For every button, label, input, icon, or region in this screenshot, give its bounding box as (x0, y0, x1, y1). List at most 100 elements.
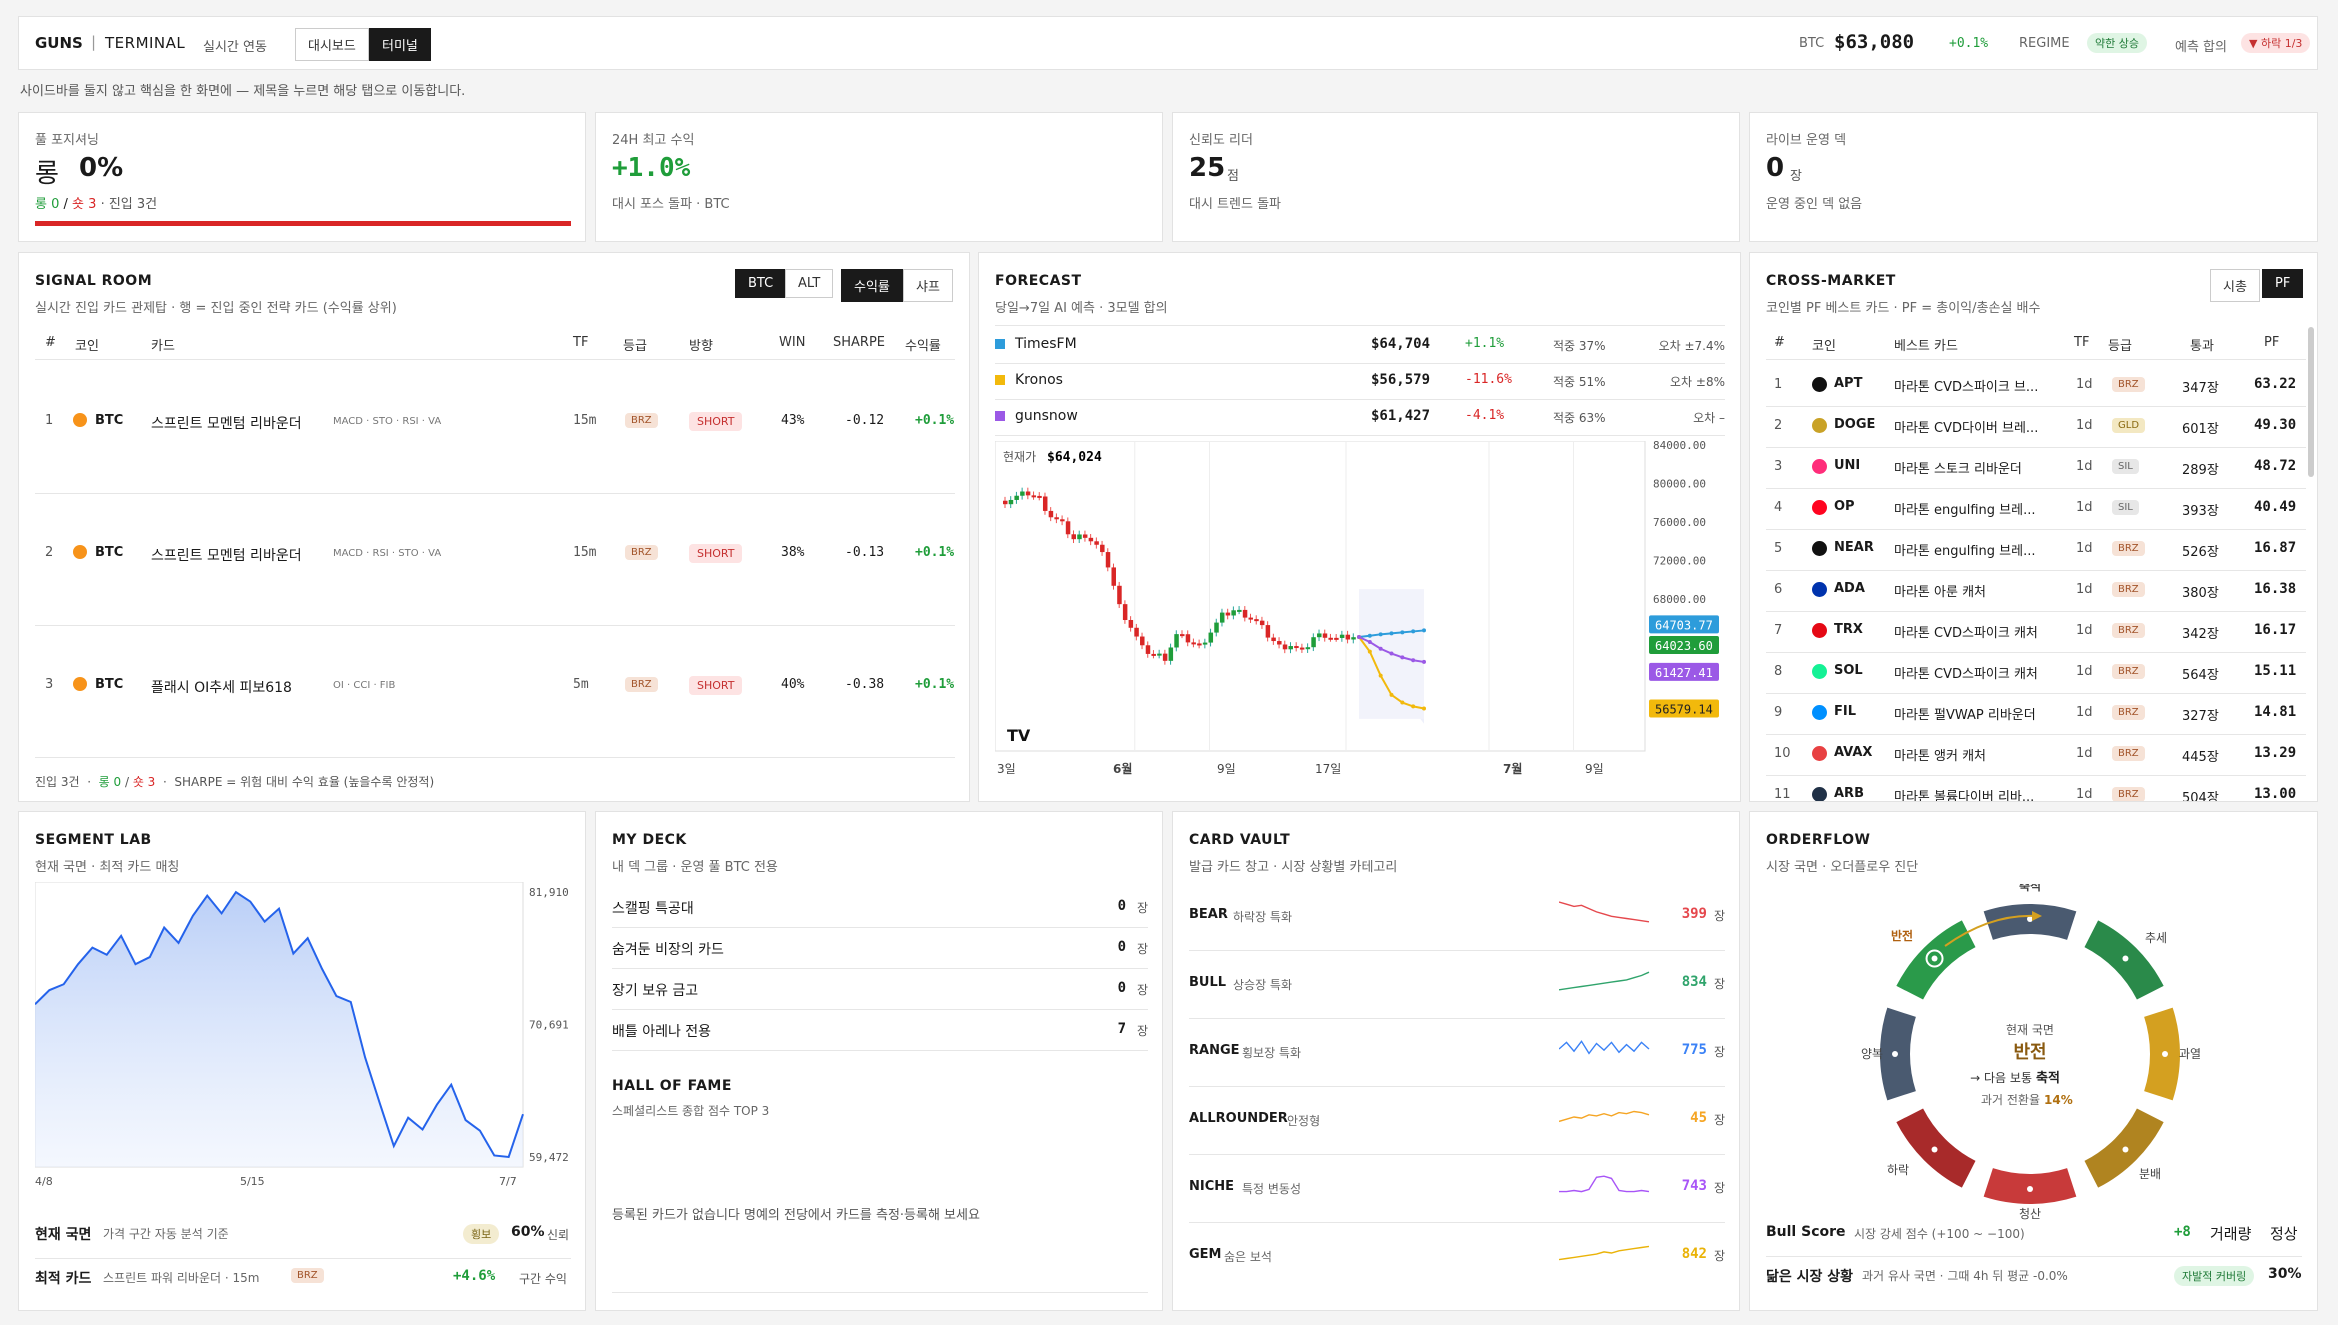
phase-dot (2122, 1146, 2129, 1153)
regime-sub: 가격 구간 자동 분석 기준 (103, 1227, 229, 1241)
cross-row[interactable]: 9 FIL 마라톤 펄VWAP 리바운더 1d BRZ 327장 14.81 (1766, 695, 2306, 735)
kpi-best-return[interactable]: 24H 최고 수익 +1.0% 대시 포스 돌파 · BTC (595, 112, 1163, 242)
best-card[interactable]: 마라톤 아룬 캐처 (1894, 585, 1986, 600)
col-tf: TF (2074, 335, 2090, 350)
candle (1191, 642, 1196, 645)
card-name[interactable]: 플래시 OI추세 피보618 (151, 680, 292, 696)
cross-row[interactable]: 2 DOGE 마라톤 CVD다이버 브레... 1d GLD 601장 49.30 (1766, 408, 2306, 448)
kpi-label: 라이브 운영 덱 (1766, 133, 1847, 148)
bull-score-value: +8 (2174, 1224, 2191, 1240)
sparkline (1559, 971, 1650, 991)
sort-marketcap[interactable]: 시총 (2210, 269, 2260, 302)
cross-row[interactable]: 4 OP 마라톤 engulfing 브레... 1d SIL 393장 40.49 (1766, 490, 2306, 530)
pf-value: 40.49 (2254, 499, 2297, 515)
vault-row[interactable]: RANGE 횡보장 특화 775 장 (1189, 1020, 1725, 1087)
deck-name: 장기 보유 금고 (612, 983, 699, 999)
card-name[interactable]: 스프린트 모멘텀 리바운더 (151, 416, 302, 432)
sort-return[interactable]: 수익률 (841, 269, 903, 302)
sort-sharpe[interactable]: 샤프 (903, 269, 953, 302)
panel-title[interactable]: ORDERFLOW (1766, 832, 1871, 848)
panel-title[interactable]: MY DECK (612, 832, 687, 848)
segment-chart[interactable]: 81,910 70,691 59,472 4/8 5/15 7/7 (35, 882, 580, 1212)
signal-row[interactable]: 3 BTC 플래시 OI추세 피보618 OI · CCI · FIB 5m BRZ SHO… (35, 635, 955, 755)
timeframe: 1d (2076, 664, 2093, 679)
tab-alt[interactable]: ALT (785, 269, 834, 298)
deck-name: 숨겨둔 비장의 카드 (612, 942, 724, 958)
kpi-label: 풀 포지셔닝 (35, 133, 99, 148)
forecast-model-row[interactable]: Kronos $56,579 -11.6% 적중 51% 오차 ±8% (995, 367, 1725, 400)
volume-label: 거래량 (2210, 1225, 2252, 1243)
best-card[interactable]: 마라톤 볼륨다이버 리바... (1894, 790, 2035, 802)
best-card[interactable]: 마라톤 앵커 캐처 (1894, 749, 1986, 764)
foot-short: 숏 3 (132, 775, 156, 789)
tab-terminal[interactable]: 터미널 (369, 28, 431, 61)
tab-btc[interactable]: BTC (735, 269, 787, 298)
forecast-model-row[interactable]: gunsnow $61,427 -4.1% 적중 63% 오차 – (995, 403, 1725, 436)
vault-desc: 특정 변동성 (1242, 1182, 1302, 1196)
best-card[interactable]: 마라톤 CVD스파이크 캐처 (1894, 626, 2038, 641)
best-card[interactable]: 마라톤 스토크 리바운더 (1894, 462, 2022, 477)
model-change: +1.1% (1465, 336, 1505, 351)
cross-row[interactable]: 11 ARB 마라톤 볼륨다이버 리바... 1d BRZ 504장 13.00 (1766, 777, 2306, 802)
y-tick: 68000.00 (1653, 593, 1706, 606)
best-card[interactable]: 마라톤 CVD스파이크 캐처 (1894, 667, 2038, 682)
candle (1259, 620, 1265, 626)
cross-row[interactable]: 7 TRX 마라톤 CVD스파이크 캐처 1d BRZ 342장 16.17 (1766, 613, 2306, 653)
kpi-positioning[interactable]: 풀 포지셔닝 롱 0% 롱 0 / 숏 3 · 진입 3건 (18, 112, 586, 242)
candle (1305, 647, 1311, 650)
panel-subtitle: 내 덱 그룹 · 운영 풀 BTC 전용 (612, 860, 778, 875)
coin-icon (1812, 377, 1827, 392)
x-tick: 7/7 (499, 1175, 517, 1188)
vault-unit: 장 (1713, 1045, 1725, 1059)
hof-title[interactable]: HALL OF FAME (612, 1078, 732, 1094)
tab-dashboard[interactable]: 대시보드 (295, 28, 369, 61)
scrollbar[interactable] (2308, 327, 2314, 477)
panel-title[interactable]: CARD VAULT (1189, 832, 1291, 848)
vault-row[interactable]: BULL 상승장 특화 834 장 (1189, 952, 1725, 1019)
kpi-trust-leader[interactable]: 신뢰도 리더 25 점 대시 트렌드 돌파 (1172, 112, 1740, 242)
best-card[interactable]: 마라톤 CVD다이버 브레... (1894, 421, 2039, 436)
best-card[interactable]: 마라톤 펄VWAP 리바운더 (1894, 708, 2036, 723)
brand-logo[interactable]: GUNS (35, 34, 83, 52)
deck-count: 0 (1117, 980, 1126, 996)
candle (1317, 633, 1322, 638)
panel-title[interactable]: FORECAST (995, 273, 1082, 289)
vault-row[interactable]: ALLROUNDER 안정형 45 장 (1189, 1088, 1725, 1155)
signal-row[interactable]: 1 BTC 스프린트 모멘텀 리바운더 MACD · STO · RSI · VA 15… (35, 371, 955, 494)
signal-row[interactable]: 2 BTC 스프린트 모멘텀 리바운더 MACD · RSI · STO · VA 15… (35, 503, 955, 626)
cross-row[interactable]: 10 AVAX 마라톤 앵커 캐처 1d BRZ 445장 13.29 (1766, 736, 2306, 776)
panel-title[interactable]: CROSS-MARKET (1766, 273, 1896, 289)
card-name[interactable]: 스프린트 모멘텀 리바운더 (151, 548, 302, 564)
best-card[interactable]: 마라톤 engulfing 브레... (1894, 503, 2036, 518)
x-tick: 7월 (1503, 761, 1522, 776)
cross-row[interactable]: 3 UNI 마라톤 스토크 리바운더 1d SIL 289장 48.72 (1766, 449, 2306, 489)
vault-row[interactable]: GEM 숨은 보석 842 장 (1189, 1224, 1725, 1288)
cross-row[interactable]: 1 APT 마라톤 CVD스파이크 브... 1d BRZ 347장 63.22 (1766, 367, 2306, 407)
vault-row[interactable]: BEAR 하락장 특화 399 장 (1189, 884, 1725, 951)
vault-row[interactable]: NICHE 특정 변동성 743 장 (1189, 1156, 1725, 1223)
panel-title[interactable]: SEGMENT LAB (35, 832, 152, 848)
y-tick: 84000.00 (1653, 441, 1706, 452)
cross-row[interactable]: 5 NEAR 마라톤 engulfing 브레... 1d BRZ 526장 16.87 (1766, 531, 2306, 571)
best-card[interactable]: 마라톤 CVD스파이크 브... (1894, 380, 2039, 395)
cross-row[interactable]: 8 SOL 마라톤 CVD스파이크 캐처 1d BRZ 564장 15.11 (1766, 654, 2306, 694)
forecast-model-row[interactable]: TimesFM $64,704 +1.1% 적중 37% 오차 ±7.4% (995, 331, 1725, 364)
kpi-value: 0 (1766, 153, 1785, 183)
deck-row[interactable]: 장기 보유 금고 0 장 (612, 970, 1148, 1010)
deck-row[interactable]: 숨겨둔 비장의 카드 0 장 (612, 929, 1148, 969)
cross-row[interactable]: 6 ADA 마라톤 아룬 캐처 1d BRZ 380장 16.38 (1766, 572, 2306, 612)
panel-title[interactable]: SIGNAL ROOM (35, 273, 153, 289)
forecast-chart[interactable]: 현재가 $64,024 84000.00 80000.00 76000.00 72000.… (995, 441, 1735, 791)
forecast-point (1422, 706, 1426, 711)
row-number: 4 (1774, 500, 1783, 515)
deck-row[interactable]: 배틀 아레나 전용 7 장 (612, 1011, 1148, 1051)
kpi-live-deck[interactable]: 라이브 운영 덱 0 장 운영 중인 덱 없음 (1749, 112, 2318, 242)
best-card[interactable]: 마라톤 engulfing 브레... (1894, 544, 2036, 559)
y-tick: 72000.00 (1653, 554, 1706, 567)
sort-pf[interactable]: PF (2262, 269, 2304, 298)
vault-category: BEAR (1189, 907, 1228, 922)
deck-row[interactable]: 스캘핑 특공대 0 장 (612, 888, 1148, 928)
candle (1174, 634, 1179, 648)
phase-label: 청산 (2019, 1207, 2041, 1221)
